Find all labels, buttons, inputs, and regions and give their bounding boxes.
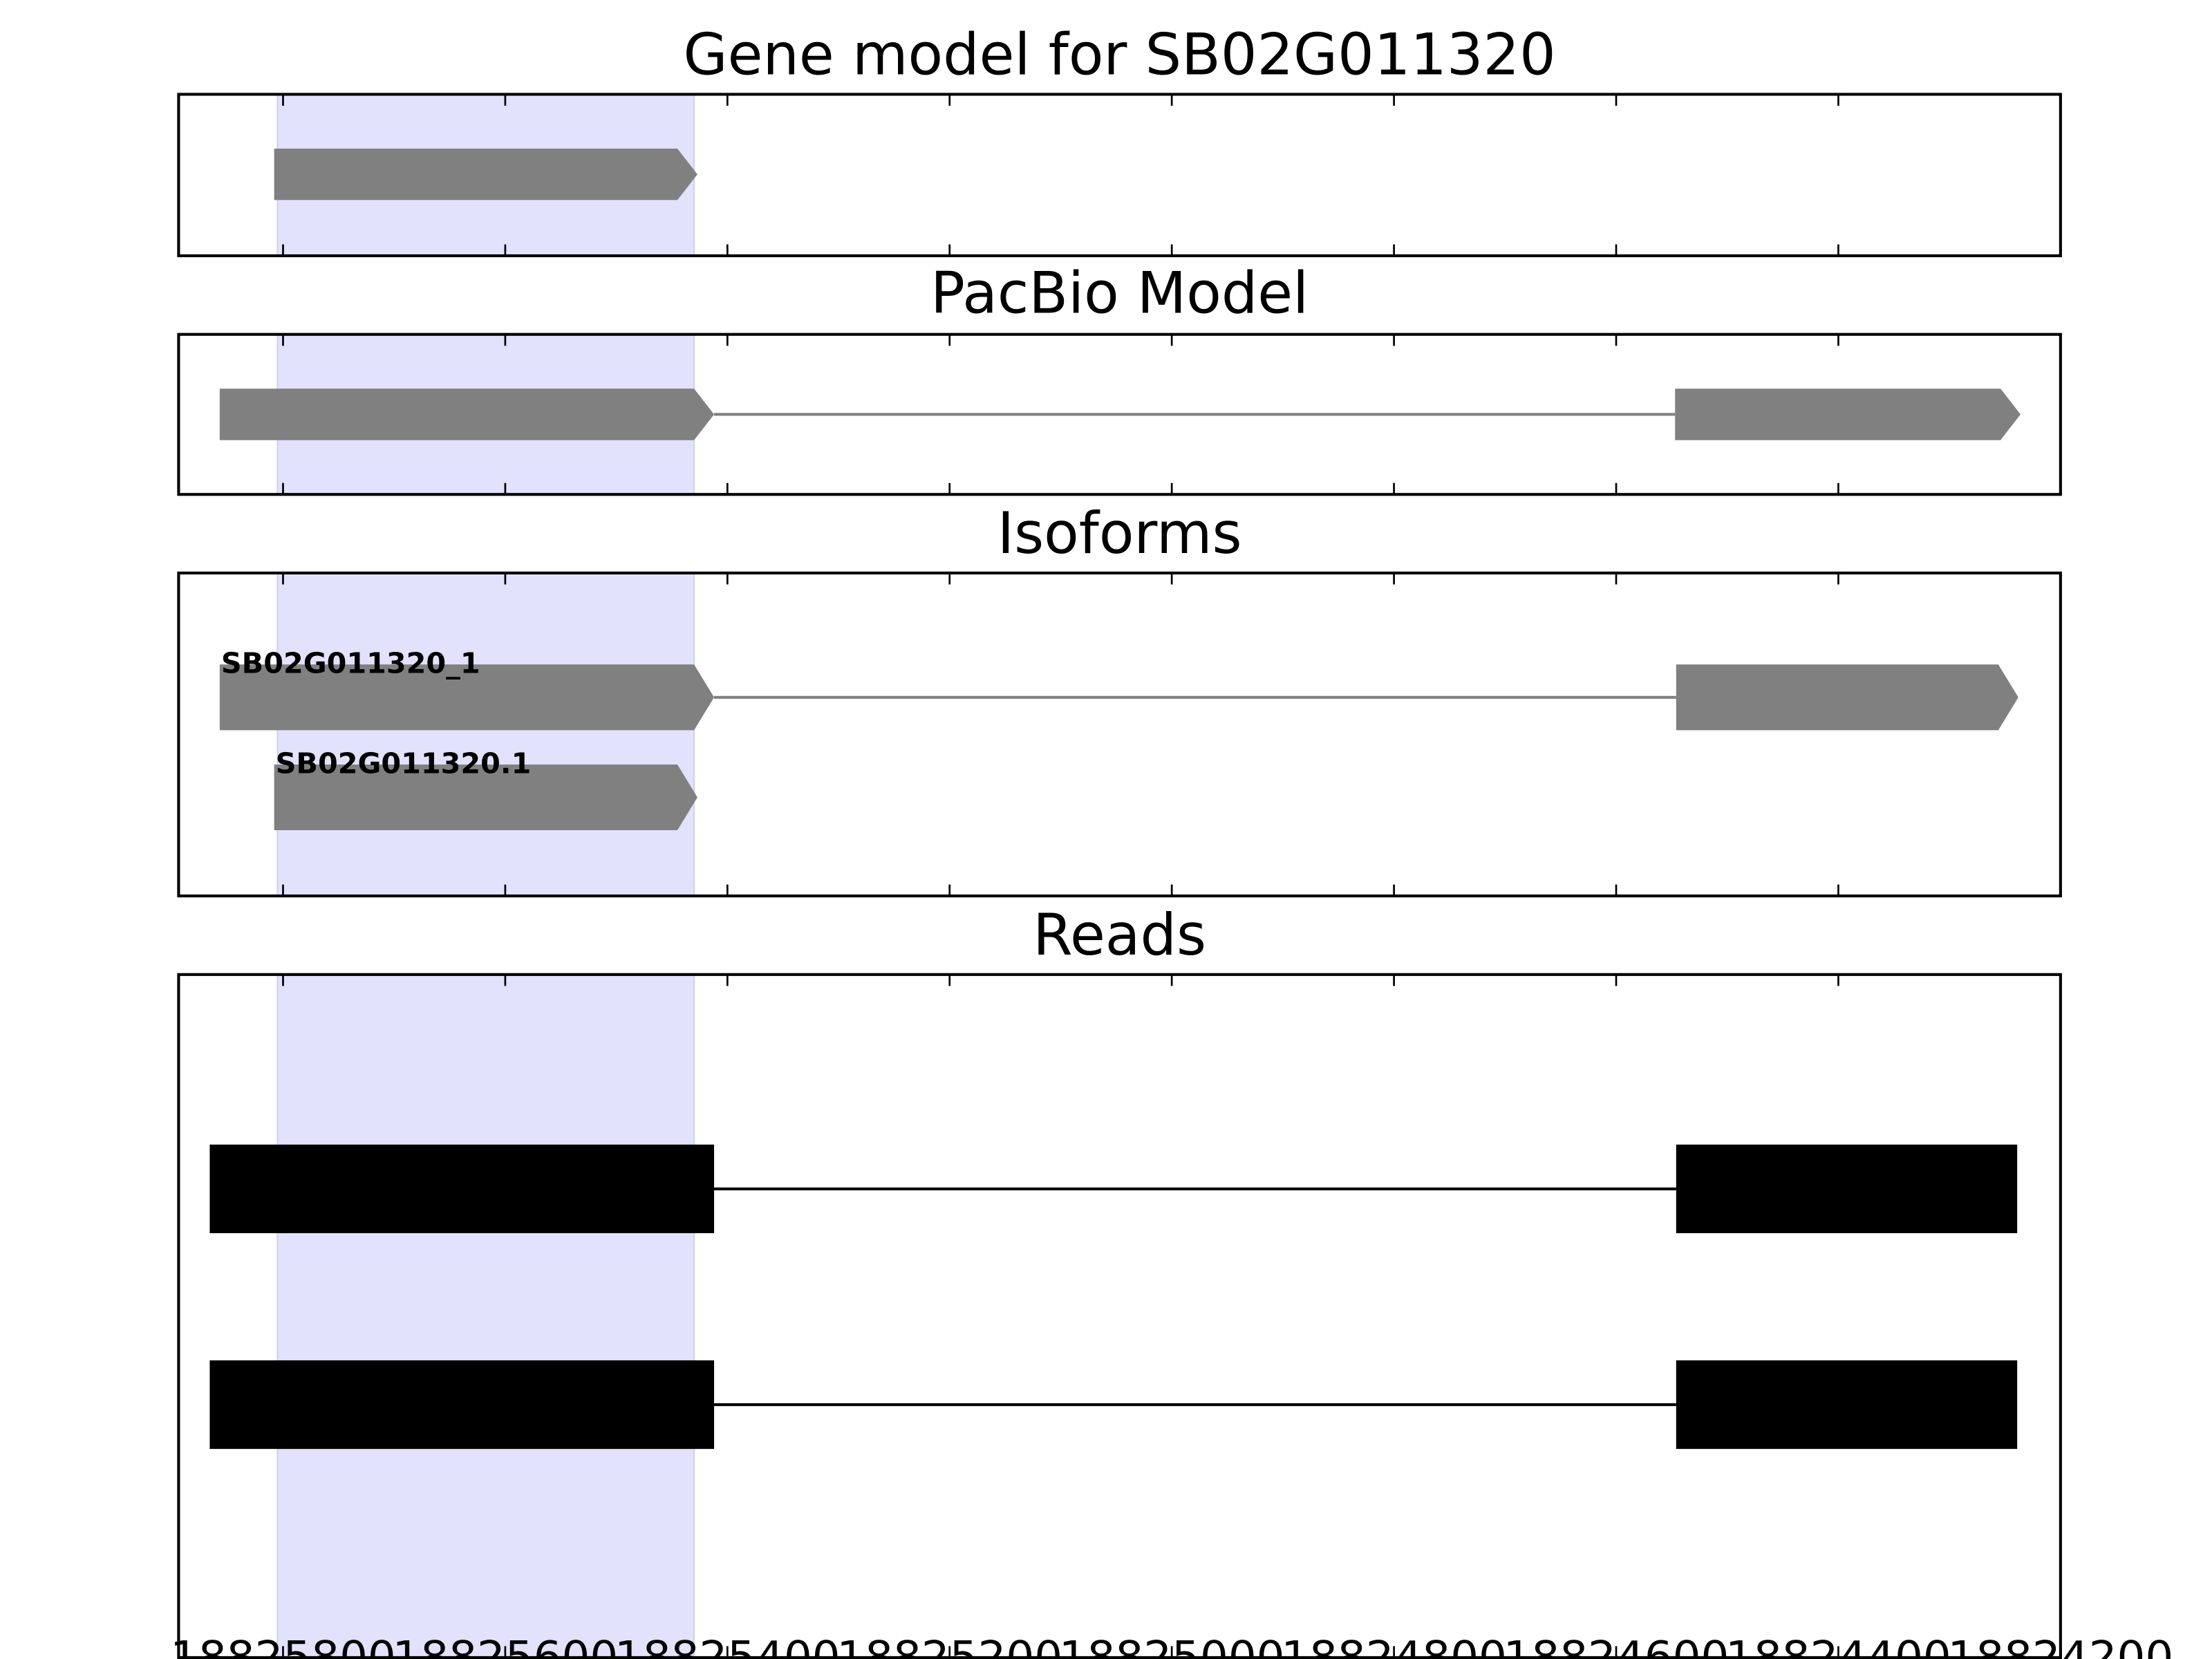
x-tick-label: 18825400 [615, 1632, 841, 1659]
exon [219, 388, 715, 440]
x-tick-label: 18824200 [1948, 1632, 2174, 1659]
exon [1676, 1144, 2018, 1233]
highlight-region [276, 973, 695, 1658]
isoform-label: SB02G011320.1 [276, 747, 532, 780]
x-tick-label: 18824600 [1503, 1632, 1730, 1659]
exon [209, 1360, 715, 1450]
panel-title: Reads [1033, 902, 1206, 968]
panel-title: Gene model for SB02G011320 [684, 21, 1556, 88]
panel-title: Isoforms [997, 500, 1242, 567]
exon [274, 764, 697, 831]
exon [274, 148, 697, 200]
panel-frame [177, 332, 2062, 496]
exon [209, 1144, 715, 1233]
panel-frame [177, 93, 2062, 258]
exon [219, 664, 715, 731]
exon [1675, 388, 2021, 440]
panel-frame [177, 973, 2062, 1659]
x-tick-label: 18825600 [393, 1632, 619, 1659]
x-tick-label: 18825000 [1059, 1632, 1285, 1659]
x-tick-label: 18825800 [170, 1632, 396, 1659]
exon [1676, 1360, 2018, 1450]
x-tick-label: 18825200 [836, 1632, 1062, 1659]
panel-title: PacBio Model [930, 261, 1309, 327]
x-tick-label: 18824800 [1281, 1632, 1507, 1659]
isoform-label: SB02G011320_1 [221, 647, 480, 680]
x-tick-label: 18824400 [1725, 1632, 1951, 1659]
highlight-region [276, 572, 695, 897]
exon [1676, 664, 2018, 731]
panel-frame [177, 571, 2062, 898]
